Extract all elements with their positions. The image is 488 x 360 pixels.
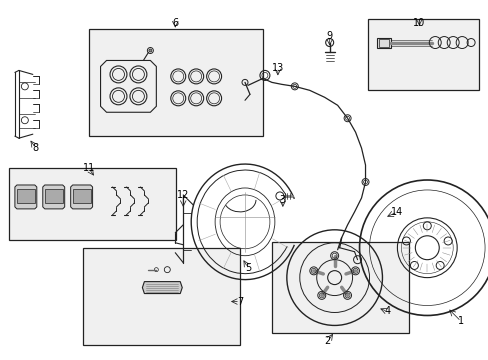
Bar xyxy=(45,189,62,203)
Ellipse shape xyxy=(85,307,100,315)
Ellipse shape xyxy=(103,254,117,262)
Ellipse shape xyxy=(85,254,100,262)
Ellipse shape xyxy=(85,289,100,298)
Bar xyxy=(73,189,90,203)
Text: 11: 11 xyxy=(82,163,95,173)
Bar xyxy=(17,189,35,203)
Ellipse shape xyxy=(85,272,100,280)
Text: 2: 2 xyxy=(324,336,330,346)
Text: 9: 9 xyxy=(326,31,332,41)
Text: 12: 12 xyxy=(177,190,189,200)
Circle shape xyxy=(148,49,152,52)
Text: 8: 8 xyxy=(33,143,39,153)
Text: 14: 14 xyxy=(390,207,403,217)
Text: 1: 1 xyxy=(457,316,463,327)
Bar xyxy=(367,19,478,90)
Bar xyxy=(9,168,176,240)
Bar xyxy=(82,248,240,345)
Polygon shape xyxy=(15,185,37,209)
Text: 4: 4 xyxy=(384,306,390,316)
Bar xyxy=(379,39,388,46)
Text: 7: 7 xyxy=(236,297,243,306)
Polygon shape xyxy=(142,282,182,293)
Polygon shape xyxy=(71,185,92,209)
Text: 13: 13 xyxy=(271,63,284,73)
Text: 6: 6 xyxy=(172,18,178,28)
Bar xyxy=(271,242,408,333)
Bar xyxy=(377,37,390,48)
Text: 3: 3 xyxy=(279,195,285,205)
Ellipse shape xyxy=(103,307,117,315)
Text: 5: 5 xyxy=(244,263,251,273)
Text: 10: 10 xyxy=(412,18,425,28)
Polygon shape xyxy=(42,185,64,209)
Ellipse shape xyxy=(103,289,117,298)
Bar xyxy=(88,28,263,136)
Ellipse shape xyxy=(103,272,117,280)
